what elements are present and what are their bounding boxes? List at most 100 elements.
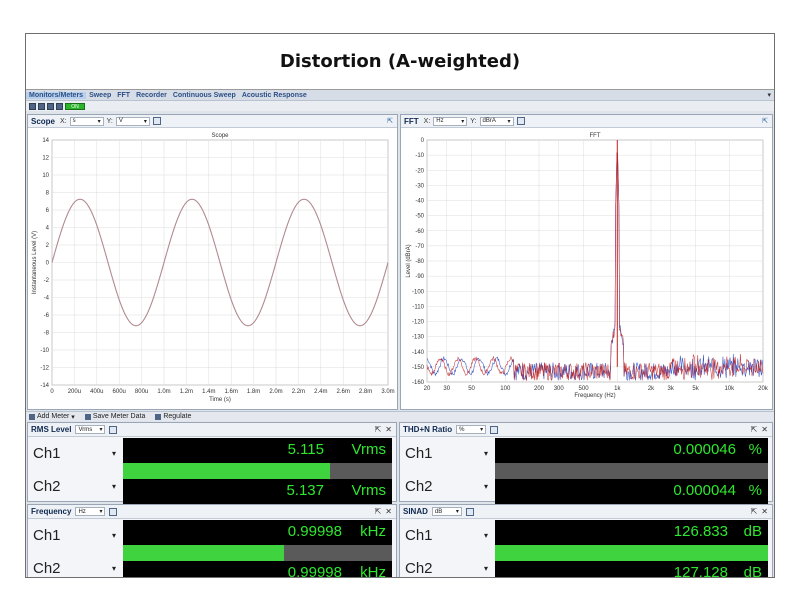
channel-dropdown-icon[interactable]: ▾ bbox=[484, 531, 489, 540]
expand-icon[interactable]: ⇱ bbox=[750, 425, 758, 434]
x-tick-label: 100 bbox=[500, 386, 511, 392]
chevron-down-icon: ▾ bbox=[461, 118, 465, 125]
pin-icon[interactable]: ▾ bbox=[767, 92, 771, 99]
fft-panel: FFT X: Hz ▾ Y: dBrA ▾ ⇱ FFT 0 -10 -20 -30 -40 -5… bbox=[400, 114, 773, 410]
layout-split-icon[interactable] bbox=[38, 102, 45, 110]
meter-display: 0.99998 kHz bbox=[123, 553, 392, 577]
meter-value: 127.128 bbox=[673, 564, 728, 578]
meter-value-unit: Vrms bbox=[351, 441, 386, 458]
level-bar bbox=[495, 471, 768, 479]
x-tick-label: 5k bbox=[692, 386, 699, 392]
y-tick-label: 8 bbox=[46, 191, 50, 197]
menu-acoustic-response[interactable]: Acoustic Response bbox=[241, 91, 307, 99]
y-tick-label: -50 bbox=[415, 214, 424, 220]
y-tick-label: -6 bbox=[44, 313, 50, 319]
x-tick-label: 10k bbox=[724, 386, 735, 392]
level-bar bbox=[495, 463, 768, 471]
chevron-down-icon: ▾ bbox=[507, 118, 511, 125]
scope-x-label: X: bbox=[60, 117, 67, 125]
channel-dropdown-icon[interactable]: ▾ bbox=[484, 482, 489, 491]
save-icon bbox=[84, 413, 91, 420]
level-bar bbox=[123, 553, 392, 561]
fft-x-unit-select[interactable]: Hz ▾ bbox=[433, 116, 468, 126]
on-toggle[interactable]: ON bbox=[65, 102, 85, 110]
meter-unit-select[interactable]: Hz ▾ bbox=[75, 507, 106, 516]
close-icon[interactable]: ✕ bbox=[761, 425, 768, 434]
chevron-down-icon: ▾ bbox=[455, 509, 459, 515]
menu-continuous-sweep[interactable]: Continuous Sweep bbox=[172, 91, 236, 99]
meter-header: THD+N Ratio % ▾ ⇱ ✕ bbox=[400, 423, 772, 437]
x-tick-label: 2.2m bbox=[292, 389, 305, 395]
fft-y-unit-select[interactable]: dBrA ▾ bbox=[479, 116, 514, 126]
meter-title: SINAD bbox=[403, 507, 428, 516]
channel-dropdown-icon[interactable]: ▾ bbox=[112, 531, 117, 540]
frequency-meter: Frequency Hz ▾ ⇱ ✕ Ch1 ▾ 0.99998 kHz Ch2 ▾ bbox=[27, 504, 397, 577]
meter-value-unit: % bbox=[748, 482, 762, 499]
channel-row-ch2: Ch2 ▾ 0.000044 % bbox=[400, 470, 772, 504]
regulate-button[interactable]: Regulate bbox=[155, 413, 191, 420]
fft-x-label: X: bbox=[423, 117, 431, 125]
scope-x-unit-select[interactable]: s ▾ bbox=[69, 116, 104, 126]
meter-display: 0.000046 % bbox=[495, 438, 768, 471]
channel-dropdown-icon[interactable]: ▾ bbox=[484, 564, 489, 573]
scope-y-unit-select[interactable]: V ▾ bbox=[115, 116, 150, 126]
level-bar-fill bbox=[123, 545, 285, 553]
channel-row-ch2: Ch2 ▾ 127.128 dB bbox=[400, 552, 772, 578]
y-tick-label: 6 bbox=[46, 208, 50, 214]
expand-icon[interactable]: ⇱ bbox=[750, 507, 758, 516]
rms-level-meter: RMS Level Vrms ▾ ⇱ ✕ Ch1 ▾ 5.115 Vrms Ch2 … bbox=[27, 422, 397, 504]
y-tick-label: -70 bbox=[415, 244, 424, 250]
meter-value: 126.833 bbox=[673, 523, 728, 540]
menu-recorder[interactable]: Recorder bbox=[136, 91, 167, 99]
close-icon[interactable]: ✕ bbox=[761, 507, 768, 516]
layout-icon[interactable] bbox=[29, 102, 36, 110]
channel-row-ch2: Ch2 ▾ 0.99998 kHz bbox=[28, 552, 396, 577]
chevron-down-icon: ▾ bbox=[143, 118, 147, 125]
x-tick-label: 2.4m bbox=[314, 389, 327, 395]
level-bar-fill bbox=[123, 553, 285, 561]
fft-y-label: Y: bbox=[470, 117, 477, 125]
x-axis-label: Time (s) bbox=[209, 397, 231, 403]
menu-monitors-meters[interactable]: Monitors/Meters bbox=[26, 91, 87, 99]
save-meter-data-button[interactable]: Save Meter Data bbox=[84, 413, 145, 420]
level-bar bbox=[123, 545, 392, 553]
add-meter-button[interactable]: Add Meter ▾ bbox=[29, 413, 75, 421]
meter-unit-select[interactable]: dB ▾ bbox=[431, 507, 462, 516]
fft-panel-title: FFT bbox=[404, 116, 419, 126]
graph-settings-icon[interactable] bbox=[516, 117, 525, 125]
channel-dropdown-icon[interactable]: ▾ bbox=[484, 449, 489, 458]
channel-dropdown-icon[interactable]: ▾ bbox=[112, 482, 117, 491]
y-tick-label: -10 bbox=[40, 348, 49, 354]
layout-grid-icon[interactable] bbox=[47, 102, 54, 110]
menu-sweep[interactable]: Sweep bbox=[89, 91, 112, 99]
regulate-label: Regulate bbox=[163, 413, 192, 420]
expand-icon[interactable]: ⇱ bbox=[762, 118, 768, 125]
close-icon[interactable]: ✕ bbox=[385, 507, 392, 516]
expand-icon[interactable]: ⇱ bbox=[387, 118, 393, 125]
expand-icon[interactable]: ⇱ bbox=[374, 507, 382, 516]
menu-fft[interactable]: FFT bbox=[117, 91, 131, 99]
meter-unit-select[interactable]: Vrms ▾ bbox=[75, 425, 106, 434]
graph-settings-icon[interactable] bbox=[152, 117, 161, 125]
y-tick-label: 0 bbox=[421, 138, 425, 144]
y-tick-label: -2 bbox=[44, 278, 50, 284]
save-icon[interactable] bbox=[56, 102, 63, 110]
meter-settings-icon[interactable] bbox=[465, 507, 474, 516]
meter-unit: Hz bbox=[78, 508, 86, 515]
chevron-down-icon: ▾ bbox=[99, 427, 103, 433]
meter-unit: dB bbox=[434, 508, 443, 515]
meter-settings-icon[interactable] bbox=[109, 507, 118, 516]
fft-y-unit: dBrA bbox=[482, 118, 496, 124]
meter-settings-icon[interactable] bbox=[109, 425, 118, 434]
channel-dropdown-icon[interactable]: ▾ bbox=[112, 564, 117, 573]
channel-row-ch1: Ch1 ▾ 5.115 Vrms bbox=[28, 437, 396, 471]
channel-dropdown-icon[interactable]: ▾ bbox=[112, 449, 117, 458]
y-tick-label: -14 bbox=[40, 383, 49, 389]
meter-header: SINAD dB ▾ ⇱ ✕ bbox=[400, 505, 772, 519]
meter-unit-select[interactable]: % ▾ bbox=[456, 425, 487, 434]
level-bar-fill bbox=[123, 471, 331, 479]
meter-settings-icon[interactable] bbox=[490, 425, 499, 434]
x-tick-label: 20 bbox=[424, 386, 431, 392]
close-icon[interactable]: ✕ bbox=[385, 425, 392, 434]
expand-icon[interactable]: ⇱ bbox=[374, 425, 382, 434]
